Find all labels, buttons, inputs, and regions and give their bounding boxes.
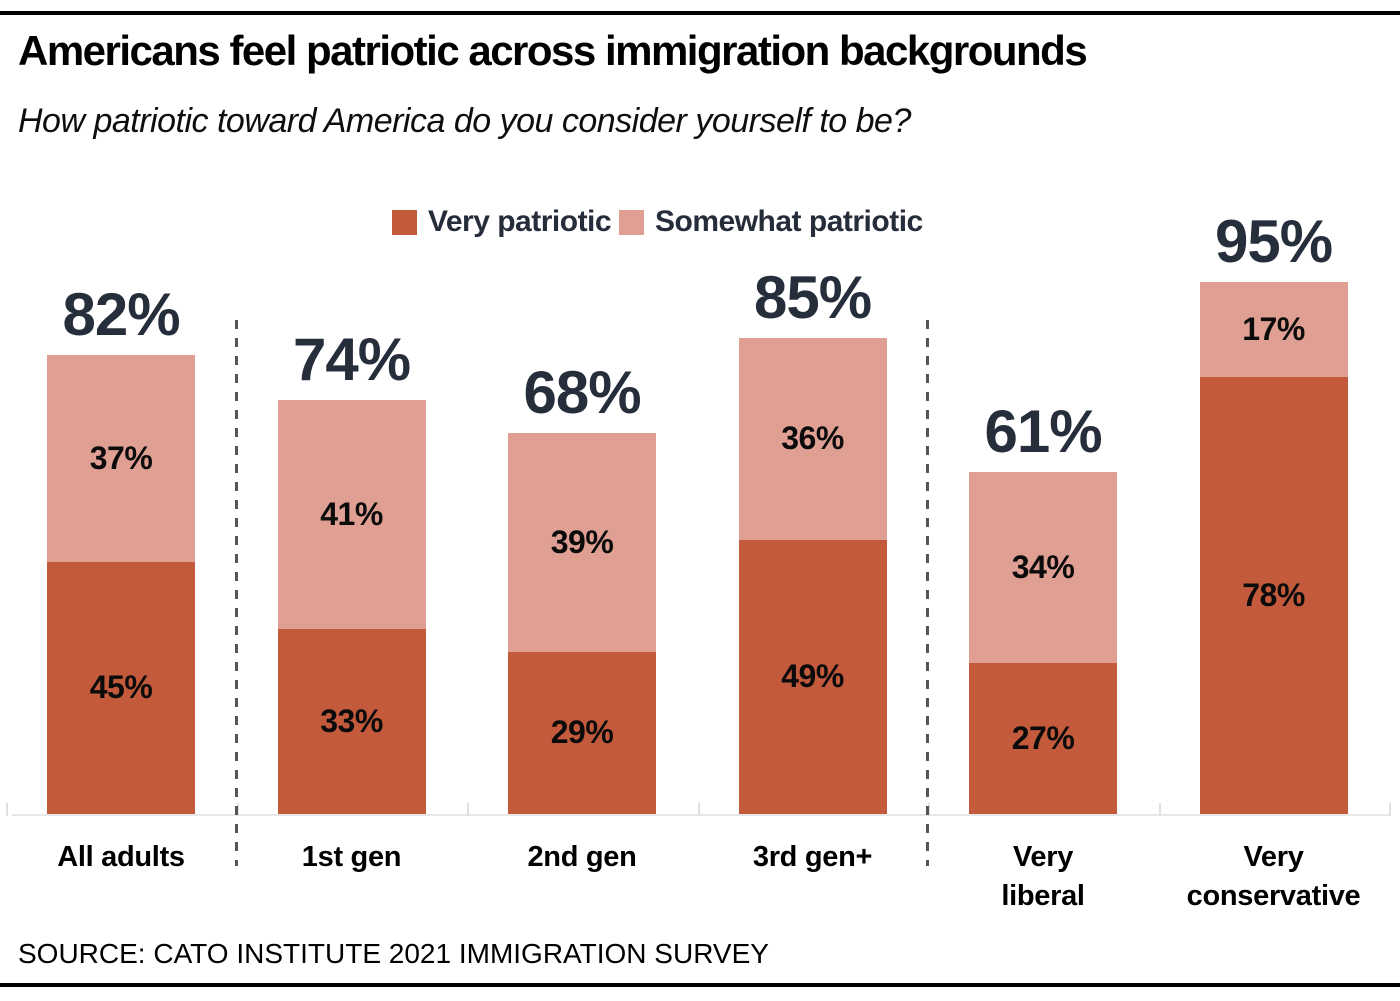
total-label-2nd-gen: 68% <box>523 359 641 427</box>
segment-value-very-very-liberal: 27% <box>1011 719 1075 756</box>
legend-label-somewhat-patriotic: Somewhat patriotic <box>655 205 923 238</box>
x-axis-tick <box>6 803 8 816</box>
segment-somewhat-patriotic-2nd-gen: 39% <box>508 433 656 652</box>
total-label-3rd-gen: 85% <box>753 264 872 331</box>
segment-very-patriotic-very-conservative: 78% <box>1199 377 1348 814</box>
category-label-very-liberal: Very liberal <box>1001 841 1085 912</box>
x-axis-baseline <box>12 814 1390 816</box>
segment-very-patriotic-3rd-gen: 49% <box>738 539 887 814</box>
segment-somewhat-patriotic-3rd-gen: 36% <box>738 338 887 540</box>
bar-3rd-gen: 36% 49% <box>738 338 887 814</box>
category-label-2nd-gen: 2nd gen <box>527 841 637 873</box>
segment-value-very-all-adults: 45% <box>89 669 153 706</box>
bar-2nd-gen: 39% 29% <box>508 433 656 814</box>
segment-very-patriotic-2nd-gen: 29% <box>508 651 656 814</box>
bar-all-adults: 37% 45% <box>47 354 195 814</box>
x-axis-tick <box>1158 803 1161 816</box>
bar-very-conservative: 17% 78% <box>1199 282 1348 814</box>
segment-value-somewhat-1st-gen: 41% <box>320 495 383 532</box>
segment-value-very-2nd-gen: 29% <box>550 714 614 751</box>
legend-swatch-somewhat-patriotic <box>619 209 644 235</box>
segment-very-patriotic-all-adults: 45% <box>47 561 195 814</box>
x-axis-tick <box>1389 803 1391 816</box>
bottom-rule <box>0 983 1400 987</box>
bar-very-liberal: 34% 27% <box>969 472 1117 814</box>
x-axis-tick <box>697 803 700 816</box>
segment-value-somewhat-all-adults: 37% <box>89 439 153 476</box>
group-divider-line <box>234 320 238 866</box>
chart-subtitle: How patriotic toward America do you cons… <box>18 102 911 140</box>
category-label-very-conservative: Very conservative <box>1186 841 1361 912</box>
chart-title: Americans feel patriotic across immigrat… <box>18 27 1088 74</box>
group-divider-line <box>926 320 930 866</box>
segment-value-somewhat-very-liberal: 34% <box>1011 549 1075 586</box>
top-rule <box>0 11 1400 15</box>
source-text: SOURCE: CATO INSTITUTE 2021 IMMIGRATION … <box>18 938 769 969</box>
segment-somewhat-patriotic-1st-gen: 41% <box>277 399 426 630</box>
category-label-3rd-gen: 3rd gen+ <box>752 841 873 873</box>
legend-swatch-very-patriotic <box>392 209 417 235</box>
segment-value-very-very-conservative: 78% <box>1242 577 1305 614</box>
bar-1st-gen: 41% 33% <box>277 399 426 814</box>
total-label-very-liberal: 61% <box>984 398 1102 466</box>
legend-item-somewhat-patriotic: Somewhat patriotic <box>619 205 923 239</box>
segment-value-somewhat-3rd-gen: 36% <box>781 420 844 457</box>
legend-item-very-patriotic: Very patriotic <box>392 205 612 239</box>
category-label-1st-gen: 1st gen <box>301 841 402 873</box>
segment-very-patriotic-very-liberal: 27% <box>969 662 1117 814</box>
x-axis-tick <box>467 803 469 816</box>
total-label-all-adults: 82% <box>62 280 180 348</box>
segment-somewhat-patriotic-all-adults: 37% <box>47 354 195 562</box>
segment-value-somewhat-very-conservative: 17% <box>1242 311 1305 348</box>
total-label-very-conservative: 95% <box>1214 208 1333 275</box>
segment-value-very-1st-gen: 33% <box>320 703 383 740</box>
segment-value-very-3rd-gen: 49% <box>781 658 844 695</box>
segment-somewhat-patriotic-very-liberal: 34% <box>969 472 1117 663</box>
legend-label-very-patriotic: Very patriotic <box>428 205 612 238</box>
category-label-all-adults: All adults <box>57 841 185 873</box>
total-label-1st-gen: 74% <box>292 325 411 393</box>
segment-value-somewhat-2nd-gen: 39% <box>550 523 614 560</box>
segment-very-patriotic-1st-gen: 33% <box>277 629 426 814</box>
segment-somewhat-patriotic-very-conservative: 17% <box>1199 282 1348 378</box>
